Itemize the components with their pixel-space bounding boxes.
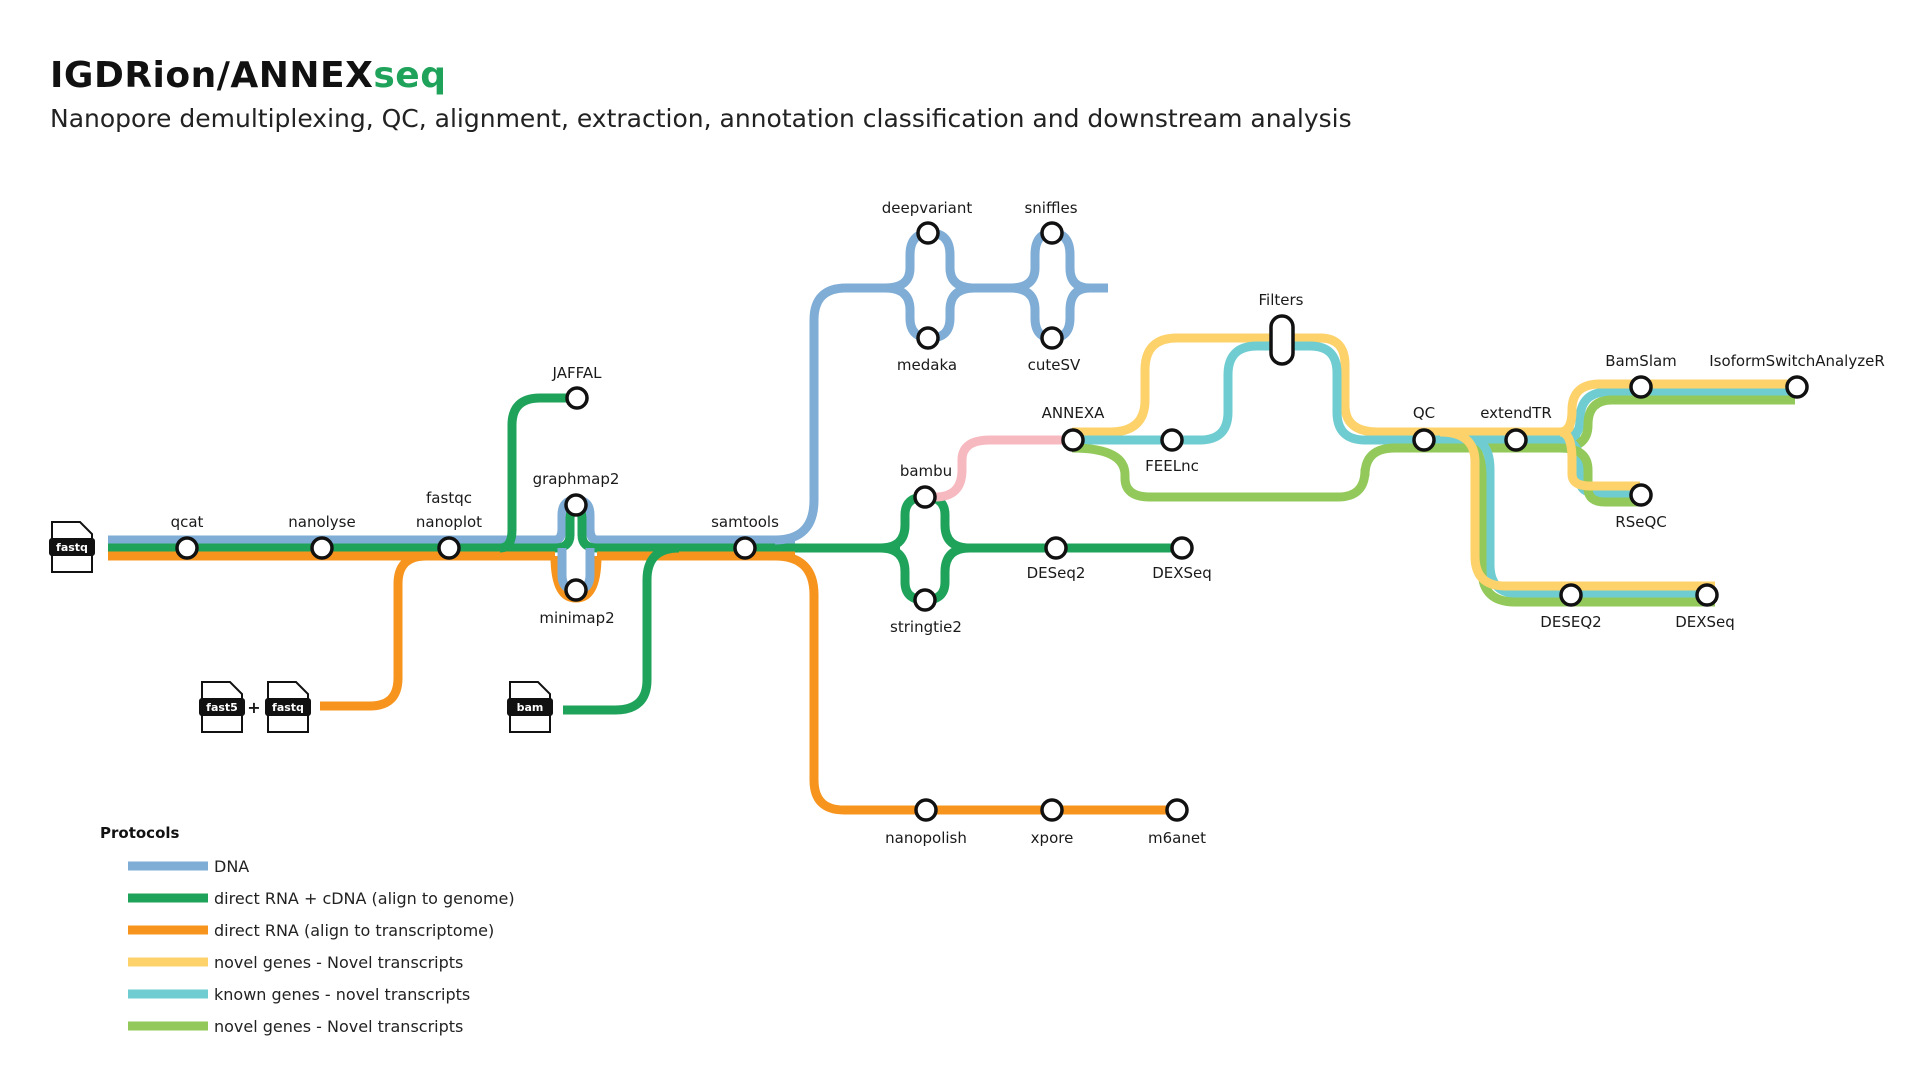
- line-bam-input: [563, 543, 680, 715]
- station-xpore: [1040, 798, 1064, 822]
- label-qcat: qcat: [171, 513, 204, 531]
- station-nanopolish: [914, 798, 938, 822]
- bam-file-label: bam: [517, 701, 544, 714]
- station-extendtr: [1504, 428, 1528, 452]
- legend-label-transcriptome: direct RNA (align to transcriptome): [214, 921, 494, 940]
- station-deseq2: [1044, 536, 1068, 560]
- label-qc: QC: [1413, 404, 1435, 422]
- station-annexa: [1061, 428, 1085, 452]
- label-dexseq: DEXSeq: [1152, 564, 1212, 582]
- label-extendtr: extendTR: [1480, 404, 1552, 422]
- station-filters: [1269, 314, 1295, 366]
- line-novel-bottom: [1071, 443, 1580, 502]
- line-transcriptome-branch: [774, 551, 1176, 815]
- line-fast5-input: [320, 551, 427, 711]
- line-deseq-known: [1469, 435, 1715, 599]
- label-nanolyse: nanolyse: [288, 513, 355, 531]
- label-rseqc: RSeQC: [1615, 513, 1666, 531]
- label-fastqc: fastqc: [426, 489, 472, 507]
- station-sniffles: [1040, 221, 1064, 245]
- station-jaffal: [565, 386, 589, 410]
- station-deepvariant: [916, 221, 940, 245]
- fastq-file-label: fastq: [56, 541, 88, 554]
- label-cutesv: cuteSV: [1028, 356, 1081, 374]
- label-xpore: xpore: [1031, 829, 1074, 847]
- station-dexseq: [1170, 536, 1194, 560]
- file-icon-fastq: fastq: [49, 521, 95, 573]
- fast5-file-label: fast5: [206, 701, 238, 714]
- station-m6anet: [1165, 798, 1189, 822]
- legend-label-novel-novel-2: novel genes - Novel transcripts: [214, 1017, 463, 1036]
- label-annexa: ANNEXA: [1042, 404, 1105, 422]
- stations: [175, 221, 1809, 822]
- label-samtools: samtools: [711, 513, 779, 531]
- station-dexseq-b: [1695, 583, 1719, 607]
- station-rseqc: [1629, 483, 1653, 507]
- file-icon-fastq-2: fastq: [265, 681, 311, 733]
- legend-title: Protocols: [100, 824, 180, 842]
- title-accent: seq: [373, 55, 447, 96]
- legend-label-known-novel: known genes - novel transcripts: [214, 985, 470, 1004]
- station-minimap2: [564, 578, 588, 602]
- label-dexseq-b: DEXSeq: [1675, 613, 1735, 631]
- station-qc: [1412, 428, 1436, 452]
- file-icon-bam: bam: [507, 681, 553, 733]
- label-deepvariant: deepvariant: [882, 199, 973, 217]
- fastq2-file-label: fastq: [272, 701, 304, 714]
- label-stringtie2: stringtie2: [890, 618, 962, 636]
- label-jaffal: JAFFAL: [552, 364, 603, 382]
- label-deseq2: DESeq2: [1027, 564, 1086, 582]
- station-bambu: [913, 485, 937, 509]
- plus-sign: +: [247, 698, 260, 717]
- station-nanoplot: [437, 536, 461, 560]
- legend: Protocols DNA direct RNA + cDNA (align t…: [100, 824, 515, 1036]
- label-nanopolish: nanopolish: [885, 829, 967, 847]
- legend-label-genome: direct RNA + cDNA (align to genome): [214, 889, 515, 908]
- label-feelnc: FEELnc: [1145, 457, 1199, 475]
- label-isoformswitch: IsoformSwitchAnalyzeR: [1709, 352, 1885, 370]
- line-novel-top: [1072, 333, 1580, 437]
- station-cutesv: [1040, 326, 1064, 350]
- station-nanolyse: [310, 536, 334, 560]
- station-isoformswitch: [1785, 375, 1809, 399]
- station-feelnc: [1160, 428, 1184, 452]
- station-samtools: [733, 536, 757, 560]
- station-deseq2-b: [1559, 583, 1583, 607]
- legend-label-dna: DNA: [214, 857, 249, 876]
- station-medaka: [916, 326, 940, 350]
- legend-label-novel-novel: novel genes - Novel transcripts: [214, 953, 463, 972]
- station-bamslam: [1629, 375, 1653, 399]
- page-subtitle: Nanopore demultiplexing, QC, alignment, …: [50, 104, 1352, 133]
- title-main: IGDRion/ANNEX: [50, 55, 374, 96]
- line-dna-branch: [774, 283, 885, 545]
- station-graphmap2: [564, 493, 588, 517]
- line-rseqc-yellow: [1559, 427, 1640, 491]
- label-nanoplot: nanoplot: [416, 513, 482, 531]
- line-deseq-yellow: [1439, 427, 1715, 591]
- label-deseq2-b: DESEQ2: [1540, 613, 1601, 631]
- page-title: IGDRion/ANNEXseq: [50, 55, 447, 96]
- label-filters: Filters: [1259, 291, 1304, 309]
- line-jaffal-branch: [499, 393, 578, 553]
- station-stringtie2: [913, 588, 937, 612]
- label-m6anet: m6anet: [1148, 829, 1206, 847]
- label-medaka: medaka: [897, 356, 957, 374]
- line-bambu-annexa: [934, 435, 1072, 502]
- label-sniffles: sniffles: [1024, 199, 1077, 217]
- label-bamslam: BamSlam: [1605, 352, 1677, 370]
- label-minimap2: minimap2: [539, 609, 614, 627]
- station-labels: qcat nanolyse fastqc nanoplot JAFFAL gra…: [171, 199, 1885, 847]
- station-qcat: [175, 536, 199, 560]
- label-graphmap2: graphmap2: [533, 470, 620, 488]
- line-bamslam-green: [1559, 395, 1795, 453]
- pipeline-lines: [108, 228, 1795, 815]
- file-icon-fast5: fast5: [199, 681, 245, 733]
- label-bambu: bambu: [900, 462, 952, 480]
